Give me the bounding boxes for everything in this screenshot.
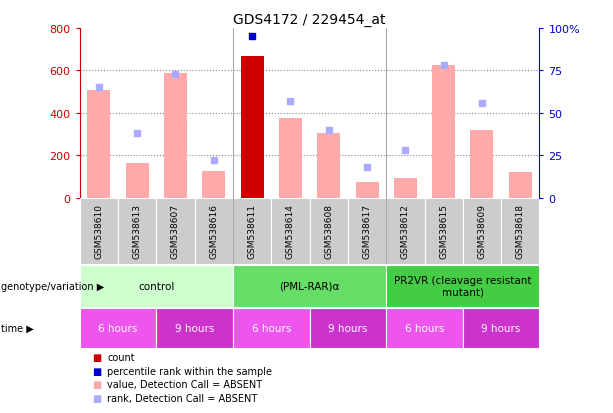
Text: ■: ■: [92, 366, 101, 376]
FancyBboxPatch shape: [233, 309, 310, 348]
Point: [247, 34, 257, 40]
FancyBboxPatch shape: [118, 198, 156, 264]
Bar: [240, 57, 264, 198]
Bar: [126, 163, 149, 198]
FancyBboxPatch shape: [156, 309, 233, 348]
Text: 9 hours: 9 hours: [328, 323, 368, 333]
Text: ■: ■: [92, 352, 101, 362]
Text: value, Detection Call = ABSENT: value, Detection Call = ABSENT: [107, 380, 262, 389]
FancyBboxPatch shape: [501, 198, 539, 264]
Point: [286, 98, 295, 105]
Text: GSM538613: GSM538613: [132, 204, 142, 259]
Text: GSM538607: GSM538607: [171, 204, 180, 259]
Bar: [318, 134, 340, 198]
Text: 6 hours: 6 hours: [98, 323, 138, 333]
Text: genotype/variation ▶: genotype/variation ▶: [1, 281, 104, 291]
Text: control: control: [138, 281, 175, 291]
Bar: [164, 74, 187, 198]
Text: GSM538615: GSM538615: [439, 204, 448, 259]
Text: GSM538614: GSM538614: [286, 204, 295, 259]
Point: [209, 158, 219, 164]
Point: [400, 147, 410, 154]
Text: GSM538616: GSM538616: [209, 204, 218, 259]
Text: GSM538612: GSM538612: [401, 204, 410, 259]
Point: [94, 85, 104, 91]
Bar: [394, 178, 417, 198]
Bar: [87, 90, 110, 198]
Point: [439, 63, 449, 69]
Bar: [356, 183, 379, 198]
Point: [324, 127, 333, 134]
Text: ■: ■: [92, 393, 101, 403]
FancyBboxPatch shape: [310, 309, 386, 348]
Bar: [279, 119, 302, 198]
FancyBboxPatch shape: [80, 309, 156, 348]
FancyBboxPatch shape: [386, 198, 424, 264]
Point: [132, 131, 142, 137]
Text: GSM538608: GSM538608: [324, 204, 333, 259]
Text: GSM538618: GSM538618: [516, 204, 525, 259]
Text: percentile rank within the sample: percentile rank within the sample: [107, 366, 272, 376]
Bar: [509, 173, 531, 198]
FancyBboxPatch shape: [80, 265, 233, 307]
Text: PR2VR (cleavage resistant
mutant): PR2VR (cleavage resistant mutant): [394, 275, 531, 297]
FancyBboxPatch shape: [424, 198, 463, 264]
FancyBboxPatch shape: [271, 198, 310, 264]
Text: rank, Detection Call = ABSENT: rank, Detection Call = ABSENT: [107, 393, 257, 403]
Point: [170, 71, 180, 78]
Text: (PML-RAR)α: (PML-RAR)α: [280, 281, 340, 291]
FancyBboxPatch shape: [233, 198, 271, 264]
Text: 6 hours: 6 hours: [251, 323, 291, 333]
Point: [362, 164, 372, 171]
Text: GSM538610: GSM538610: [94, 204, 104, 259]
Text: 9 hours: 9 hours: [481, 323, 521, 333]
FancyBboxPatch shape: [348, 198, 386, 264]
Text: GSM538611: GSM538611: [248, 204, 257, 259]
FancyBboxPatch shape: [80, 198, 118, 264]
Text: 9 hours: 9 hours: [175, 323, 215, 333]
Text: GSM538617: GSM538617: [362, 204, 371, 259]
FancyBboxPatch shape: [310, 198, 348, 264]
Bar: [202, 172, 226, 198]
FancyBboxPatch shape: [233, 265, 386, 307]
FancyBboxPatch shape: [195, 198, 233, 264]
Text: count: count: [107, 352, 135, 362]
FancyBboxPatch shape: [156, 198, 195, 264]
Title: GDS4172 / 229454_at: GDS4172 / 229454_at: [234, 12, 386, 26]
FancyBboxPatch shape: [463, 309, 539, 348]
Bar: [432, 66, 455, 198]
Text: ■: ■: [92, 380, 101, 389]
Bar: [471, 131, 493, 198]
Text: 6 hours: 6 hours: [405, 323, 444, 333]
FancyBboxPatch shape: [386, 265, 539, 307]
FancyBboxPatch shape: [386, 309, 463, 348]
Text: GSM538609: GSM538609: [478, 204, 487, 259]
Point: [477, 100, 487, 107]
FancyBboxPatch shape: [463, 198, 501, 264]
Text: time ▶: time ▶: [1, 323, 33, 333]
